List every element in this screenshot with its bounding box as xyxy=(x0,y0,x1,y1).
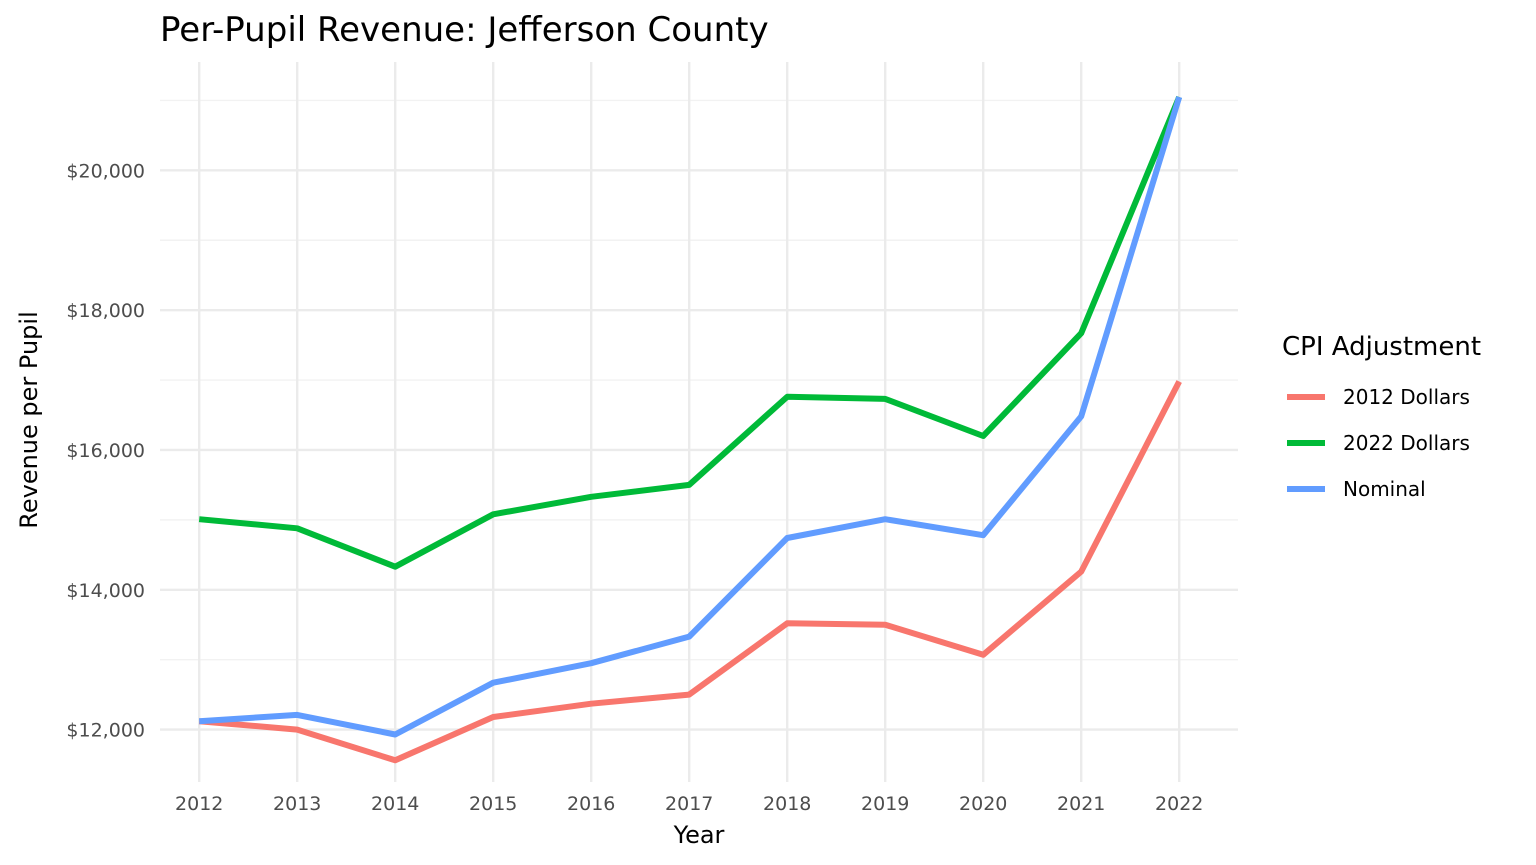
y-tick-label: $18,000 xyxy=(66,300,145,322)
series-lines xyxy=(198,95,1183,764)
series-line-2012-dollars xyxy=(198,380,1182,764)
y-tick-label: $14,000 xyxy=(66,580,145,602)
legend-title: CPI Adjustment xyxy=(1282,332,1481,362)
x-tick-label: 2017 xyxy=(665,793,713,815)
x-tick-label: 2019 xyxy=(861,793,909,815)
y-tick-label: $12,000 xyxy=(66,720,145,742)
legend-label-2012-dollars: 2012 Dollars xyxy=(1343,385,1470,409)
x-tick-label: 2020 xyxy=(959,793,1007,815)
x-tick-label: 2014 xyxy=(371,793,419,815)
legend-label-nominal: Nominal xyxy=(1343,477,1426,501)
y-axis-tick-labels: $12,000 $14,000 $16,000 $18,000 $20,000 xyxy=(66,160,145,741)
x-axis-tick-labels: 2012 2013 2014 2015 2016 2017 2018 2019 2020 2021… xyxy=(175,793,1203,815)
x-tick-label: 2012 xyxy=(175,793,223,815)
legend-label-2022-dollars: 2022 Dollars xyxy=(1343,431,1470,455)
y-tick-label: $20,000 xyxy=(66,160,145,182)
x-axis-title: Year xyxy=(673,821,725,849)
major-gridlines xyxy=(160,62,1238,782)
legend: CPI Adjustment 2012 Dollars 2022 Dollars N… xyxy=(1282,332,1481,501)
y-tick-label: $16,000 xyxy=(66,440,145,462)
legend-items: 2012 Dollars 2022 Dollars Nominal xyxy=(1287,385,1470,501)
series-line-nominal xyxy=(199,96,1183,738)
x-tick-label: 2018 xyxy=(763,793,811,815)
x-tick-label: 2016 xyxy=(567,793,615,815)
x-tick-label: 2013 xyxy=(273,793,321,815)
x-tick-label: 2021 xyxy=(1057,793,1105,815)
x-tick-label: 2015 xyxy=(469,793,517,815)
y-axis-title: Revenue per Pupil xyxy=(15,311,43,528)
minor-gridlines xyxy=(160,99,1238,661)
series-line-2022-dollars xyxy=(198,95,1182,570)
chart-title: Per-Pupil Revenue: Jefferson County xyxy=(160,10,769,50)
x-tick-label: 2022 xyxy=(1155,793,1203,815)
